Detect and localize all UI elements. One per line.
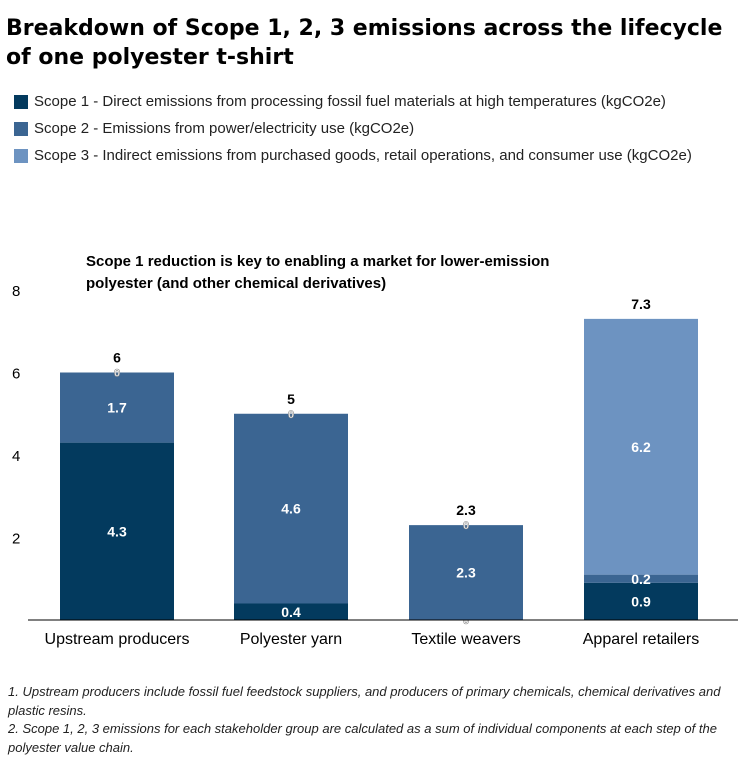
y-tick-label-2: 2 — [12, 531, 20, 548]
data-label-scope2-2: 2.3 — [456, 565, 476, 581]
bar-scope2-2 — [409, 525, 523, 620]
data-label-scope1-1: 0.4 — [281, 604, 301, 620]
data-label-scope1-0: 4.3 — [107, 523, 127, 539]
legend: Scope 1 - Direct emissions from processi… — [14, 88, 744, 169]
total-label-3: 7.3 — [631, 296, 651, 312]
y-tick-label-8: 8 — [12, 283, 20, 300]
total-label-2: 2.3 — [456, 502, 476, 518]
chart-title: Breakdown of Scope 1, 2, 3 emissions acr… — [6, 16, 723, 70]
data-label-scope3-2: 0 — [463, 520, 469, 532]
legend-swatch-scope2 — [14, 122, 28, 136]
category-label-2: Textile weavers — [411, 631, 520, 648]
bar-scope3-3 — [584, 318, 698, 575]
data-label-scope2-1: 4.6 — [281, 501, 301, 517]
stacked-bar-chart: Scope 1 reduction is key to enabling a m… — [12, 253, 738, 648]
data-label-scope1-2: 0 — [463, 615, 469, 627]
total-label-1: 5 — [287, 391, 295, 407]
legend-swatch-scope1 — [14, 95, 28, 109]
category-label-0: Upstream producers — [45, 631, 190, 648]
data-label-scope3-1: 0 — [288, 409, 294, 421]
data-label-scope1-3: 0.9 — [631, 593, 651, 609]
category-label-3: Apparel retailers — [583, 631, 700, 648]
legend-label-scope2: Scope 2 - Emissions from power/electrici… — [34, 120, 415, 137]
chart-subtitle-line-2: polyester (and other chemical derivative… — [86, 275, 386, 292]
footnotes: 1. Upstream producers include fossil fue… — [8, 683, 748, 757]
chart-subtitle-line-1: Scope 1 reduction is key to enabling a m… — [86, 253, 549, 270]
data-label-scope3-3: 6.2 — [631, 439, 651, 455]
legend-item-scope1: Scope 1 - Direct emissions from processi… — [14, 88, 744, 115]
bar-scope2-3 — [584, 574, 698, 583]
total-label-0: 6 — [113, 350, 121, 366]
data-label-scope2-3: 0.2 — [631, 571, 651, 587]
legend-label-scope1: Scope 1 - Direct emissions from processi… — [34, 93, 666, 110]
bar-scope2-0 — [60, 372, 174, 443]
y-tick-label-6: 6 — [12, 366, 20, 383]
category-label-1: Polyester yarn — [240, 631, 342, 648]
legend-label-scope3: Scope 3 - Indirect emissions from purcha… — [34, 147, 692, 164]
legend-swatch-scope3 — [14, 149, 28, 163]
y-tick-label-4: 4 — [12, 448, 20, 465]
footnote-1: 1. Upstream producers include fossil fue… — [8, 684, 721, 718]
legend-item-scope3: Scope 3 - Indirect emissions from purcha… — [14, 142, 744, 169]
bar-scope1-1 — [234, 603, 348, 620]
footnote-2: 2. Scope 1, 2, 3 emissions for each stak… — [8, 721, 717, 755]
legend-item-scope2: Scope 2 - Emissions from power/electrici… — [14, 115, 744, 142]
bar-scope1-0 — [60, 442, 174, 620]
bar-scope1-3 — [584, 582, 698, 620]
data-label-scope2-0: 1.7 — [107, 400, 127, 416]
bar-scope2-1 — [234, 413, 348, 604]
chart-area: Scope 1 reduction is key to enabling a m… — [0, 240, 755, 660]
data-label-scope3-0: 0 — [114, 368, 120, 380]
